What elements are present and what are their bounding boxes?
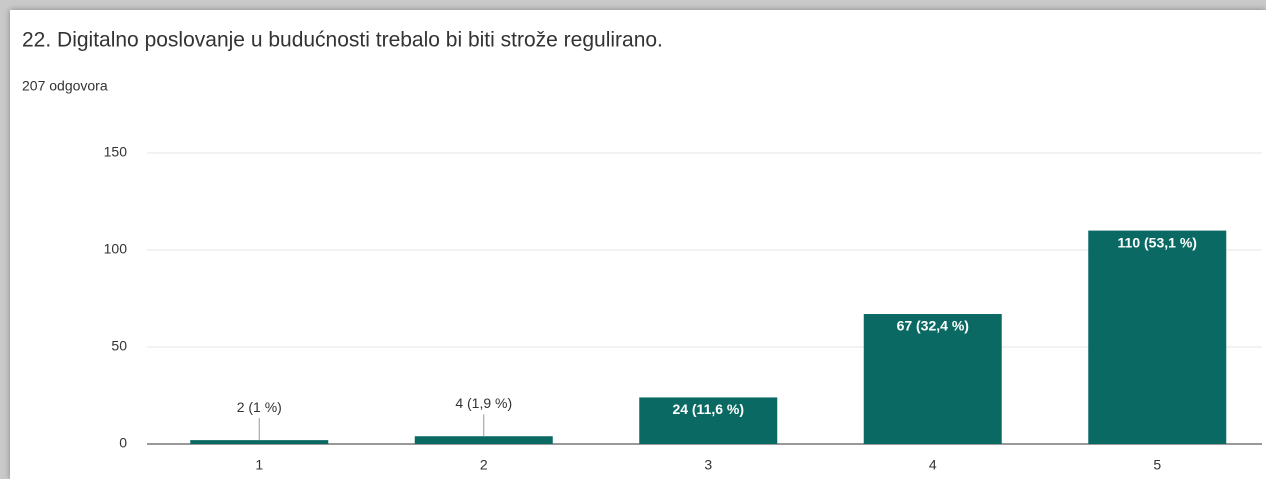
x-tick-label: 3 bbox=[704, 457, 712, 473]
chart-subtitle: 207 odgovora bbox=[22, 78, 108, 94]
y-tick-label: 50 bbox=[111, 338, 127, 354]
y-tick-label: 100 bbox=[104, 241, 128, 257]
card bbox=[10, 10, 1266, 479]
data-label: 2 (1 %) bbox=[237, 399, 282, 415]
bar bbox=[414, 436, 553, 444]
chart-title: 22. Digitalno poslovanje u budućnosti tr… bbox=[22, 29, 663, 52]
bar bbox=[863, 314, 1002, 444]
bar bbox=[1088, 230, 1227, 444]
data-label: 110 (53,1 %) bbox=[1118, 234, 1197, 250]
x-tick-label: 5 bbox=[1153, 457, 1161, 473]
data-label: 24 (11,6 %) bbox=[672, 401, 744, 417]
data-label: 4 (1,9 %) bbox=[455, 395, 512, 411]
x-tick-label: 2 bbox=[480, 457, 488, 473]
y-tick-label: 0 bbox=[119, 435, 127, 451]
data-label: 67 (32,4 %) bbox=[897, 318, 969, 334]
x-tick-label: 4 bbox=[929, 457, 937, 473]
x-tick-label: 1 bbox=[255, 457, 263, 473]
bar bbox=[190, 440, 329, 444]
y-tick-label: 150 bbox=[104, 144, 128, 160]
bar bbox=[639, 397, 778, 444]
